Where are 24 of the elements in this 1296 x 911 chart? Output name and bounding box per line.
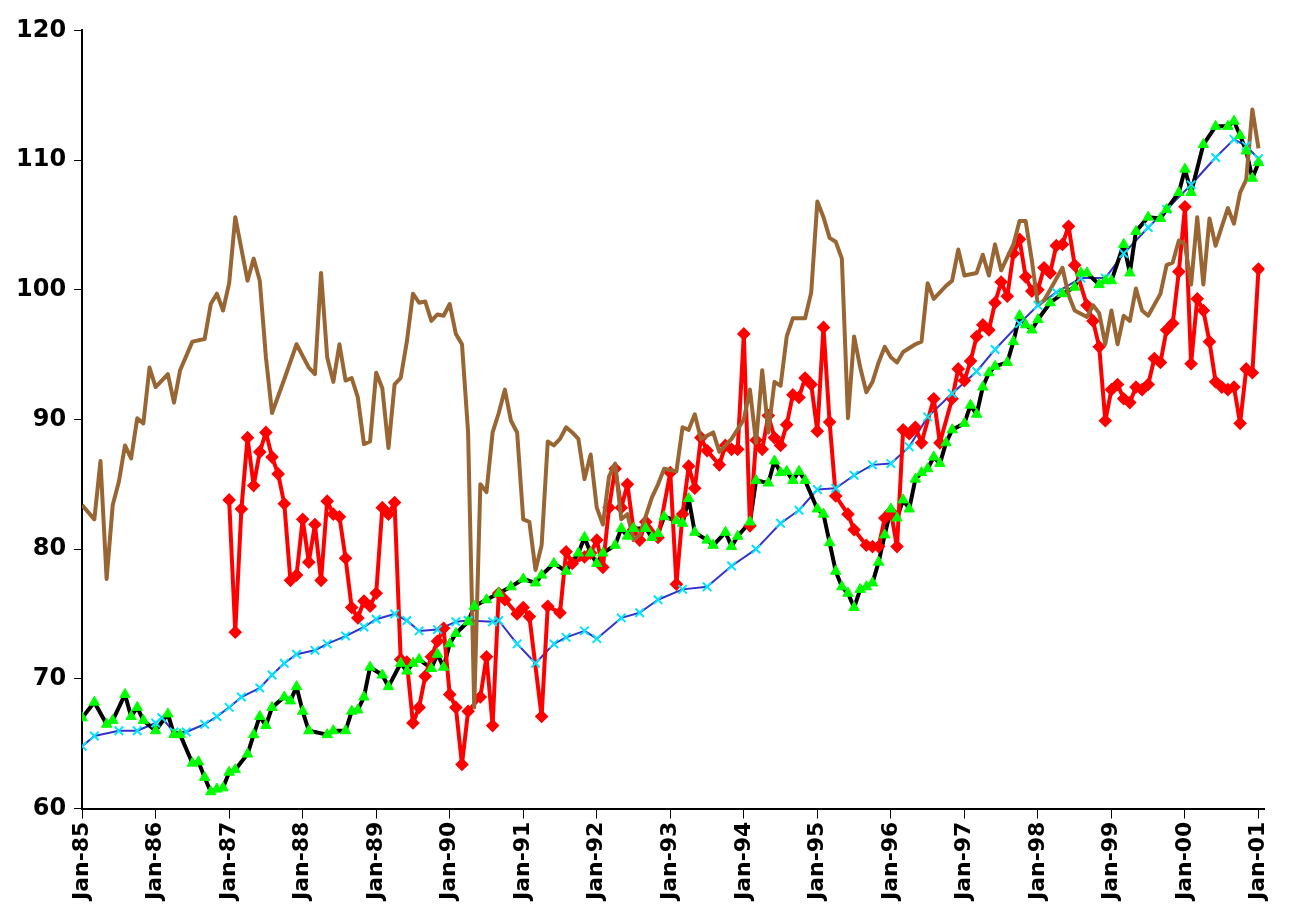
x-tick-label: Jan-87 — [214, 821, 240, 903]
y-tick-label: 80 — [32, 533, 67, 562]
x-tick-label: Jan-94 — [729, 821, 755, 903]
x-tick-label: Jan-88 — [288, 821, 314, 903]
y-tick-label: 120 — [15, 14, 67, 43]
y-tick-label: 60 — [32, 792, 67, 821]
x-tick-label: Jan-92 — [582, 821, 608, 903]
x-tick-label: Jan-99 — [1097, 821, 1123, 903]
x-tick-label: Jan-01 — [1244, 821, 1270, 903]
y-tick-label: 110 — [15, 144, 67, 173]
x-tick-label: Jan-90 — [435, 821, 461, 903]
x-tick-label: Jan-89 — [361, 821, 387, 903]
x-tick-label: Jan-95 — [803, 821, 829, 903]
x-tick-label: Jan-00 — [1170, 821, 1196, 903]
x-tick-label: Jan-85 — [67, 821, 93, 903]
x-tick-label: Jan-91 — [508, 821, 534, 903]
y-tick-label: 100 — [15, 274, 67, 303]
x-tick-label: Jan-86 — [141, 821, 167, 903]
y-tick-label: 90 — [32, 403, 67, 432]
x-tick-label: Jan-97 — [950, 821, 976, 903]
y-tick-label: 70 — [32, 663, 67, 692]
x-tick-label: Jan-93 — [656, 821, 682, 903]
x-tick-label: Jan-98 — [1023, 821, 1049, 903]
x-tick-label: Jan-96 — [876, 821, 902, 903]
